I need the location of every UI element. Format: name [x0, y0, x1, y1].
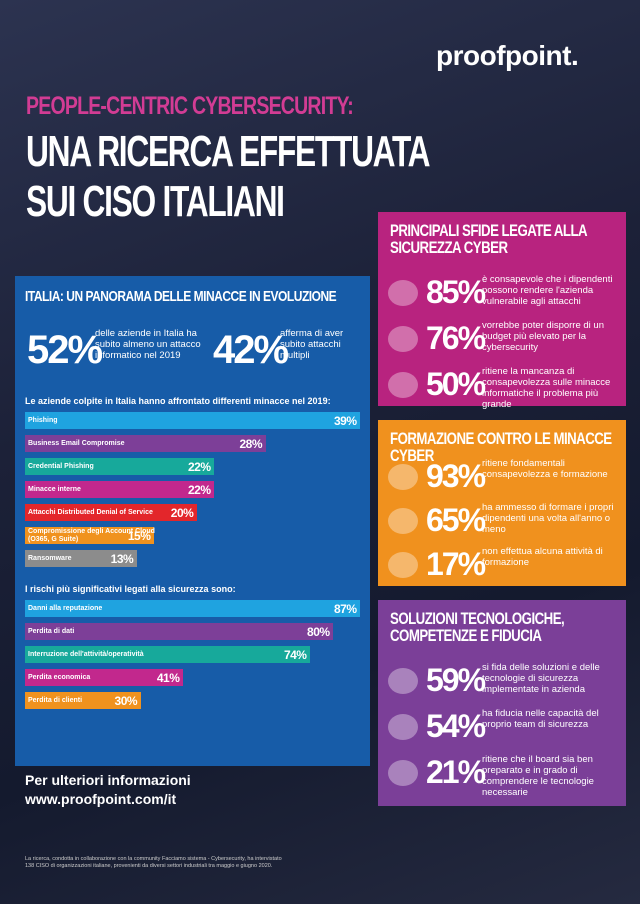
icon	[388, 280, 418, 306]
value-label: 28%	[239, 437, 263, 451]
icon	[388, 464, 418, 490]
bar-label: Business Email Compromise	[28, 440, 125, 447]
bar-label: Perdita di dati	[28, 628, 75, 635]
icon	[388, 326, 418, 352]
stat-text: ritiene la mancanza di consapevolezza su…	[482, 366, 611, 410]
info-panel: PRINCIPALI SFIDE LEGATE ALLA SICUREZZA C…	[378, 212, 626, 410]
stat-text: è consapevole che i dipendenti possono r…	[482, 274, 613, 307]
bar	[25, 646, 310, 663]
value-label: 30%	[114, 694, 138, 708]
bar	[25, 692, 141, 709]
stat-value: 52%	[27, 328, 103, 372]
stat-text: non effettua alcuna attività di formazio…	[482, 546, 603, 568]
stat-value: 59%	[426, 662, 486, 698]
bar-label: Phishing	[28, 417, 58, 424]
stat-text: ritiene che il board sia ben preparato e…	[482, 754, 594, 798]
kicker: PEOPLE-CENTRIC CYBERSECURITY:	[26, 92, 354, 120]
logo: proofpoint.	[436, 40, 579, 71]
chart-title: Le aziende colpite in Italia hanno affro…	[25, 396, 331, 406]
icon	[388, 760, 418, 786]
bar	[25, 527, 154, 544]
title-line: UNA RICERCA EFFETTUATA	[26, 127, 431, 176]
stat-text: si fida delle soluzioni e delle tecnolog…	[482, 662, 600, 695]
info-panel: FORMAZIONE CONTRO LE MINACCE CYBER 93% rit…	[378, 420, 626, 586]
value-label: 87%	[334, 602, 357, 616]
stat-value: 85%	[426, 274, 486, 310]
bar-label: Attacchi Distributed Denial of Service	[28, 509, 153, 516]
stat-text: ha ammesso di formare i propri dipendent…	[482, 502, 614, 535]
url[interactable]: www.proofpoint.com/it	[25, 791, 177, 807]
icon	[388, 508, 418, 534]
value-label: 41%	[156, 671, 180, 685]
bar-label: Danni alla reputazione	[28, 605, 103, 612]
note: La ricerca, condotta in collaborazione c…	[25, 856, 282, 869]
stat-value: 50%	[426, 366, 486, 402]
bar-label: Perdita economica	[28, 674, 91, 681]
title-line: SUI CISO ITALIANI	[26, 177, 285, 226]
bar-label: Minacce interne	[28, 486, 81, 493]
value-label: 22%	[187, 460, 211, 474]
stat-text: afferma di aver subito attacchi multipli	[280, 328, 344, 361]
stat-value: 54%	[426, 708, 486, 744]
bar-label: Compromissione degli Account Cloud (O365…	[28, 528, 155, 543]
value-label: 13%	[110, 552, 134, 566]
value-label: 74%	[283, 648, 307, 662]
bar	[25, 458, 214, 475]
stat-value: 93%	[426, 458, 486, 494]
panel-title: PRINCIPALI SFIDE LEGATE ALLA SICUREZZA C…	[390, 221, 587, 257]
stat-value: 65%	[426, 502, 486, 538]
more-info: Per ulteriori informazioni	[25, 772, 191, 788]
bar-label: Interruzione dell'attività/operatività	[28, 651, 144, 658]
stat-text: delle aziende in Italia ha subito almeno…	[95, 328, 201, 361]
icon	[388, 372, 418, 398]
stat-value: 17%	[426, 546, 486, 582]
info-panel: SOLUZIONI TECNOLOGICHE, COMPETENZE E FID…	[378, 600, 626, 806]
stat-text: ha fiducia nelle capacità del proprio te…	[482, 708, 599, 730]
bar	[25, 669, 183, 686]
bar	[25, 435, 266, 452]
stat-value: 42%	[213, 328, 289, 372]
bar-label: Perdita di clienti	[28, 697, 83, 704]
bar	[25, 481, 214, 498]
panel-title: SOLUZIONI TECNOLOGICHE, COMPETENZE E FID…	[390, 609, 565, 645]
italy-panel: ITALIA: UN PANORAMA DELLE MINACCE IN EVO…	[15, 276, 370, 766]
stat-text: vorrebbe poter disporre di un budget più…	[482, 320, 604, 353]
bar-label: Credential Phishing	[28, 463, 94, 470]
bar	[25, 550, 137, 567]
stat-value: 21%	[426, 754, 486, 790]
value-label: 20%	[170, 506, 194, 520]
bar-label: Ransomware	[28, 555, 72, 562]
icon	[388, 552, 418, 578]
panel-title: FORMAZIONE CONTRO LE MINACCE CYBER	[390, 429, 612, 465]
value-label: 22%	[187, 483, 211, 497]
bar	[25, 412, 360, 429]
panel-title: ITALIA: UN PANORAMA DELLE MINACCE IN EVO…	[25, 288, 337, 305]
bar	[25, 600, 360, 617]
chart-title: I rischi più significativi legati alla s…	[25, 584, 236, 594]
value-label: 39%	[334, 414, 357, 428]
bar	[25, 623, 334, 640]
value-label: 80%	[307, 625, 330, 639]
stat-text: ritiene fondamentali consapevolezza e fo…	[482, 458, 608, 480]
icon	[388, 668, 418, 694]
icon	[388, 714, 418, 740]
bar	[25, 504, 197, 521]
stat-value: 76%	[426, 320, 486, 356]
value-label: 15%	[127, 529, 151, 543]
